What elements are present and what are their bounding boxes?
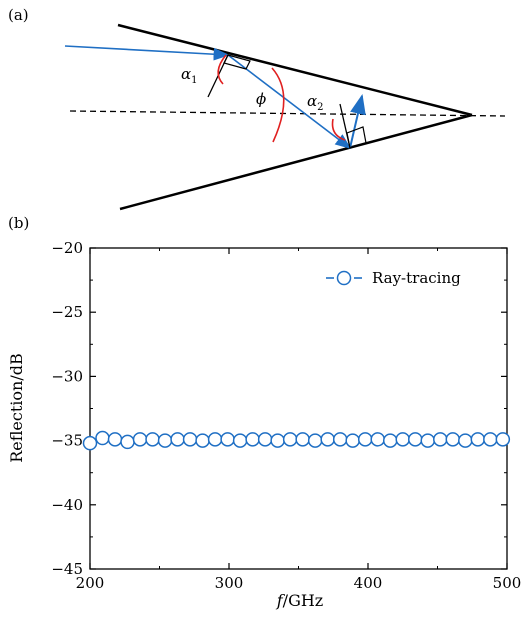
data-point xyxy=(470,432,486,447)
phi-label: ϕ xyxy=(256,90,266,108)
data-point xyxy=(445,432,461,447)
data-point xyxy=(95,430,110,446)
y-axis-label: Reflection/dB xyxy=(7,353,26,463)
data-point xyxy=(483,432,498,447)
alpha2-label: α2 xyxy=(307,92,324,113)
data-point xyxy=(395,432,410,447)
right-angle-marker-1 xyxy=(223,54,251,70)
wedge-diagram: α1 ϕ α2 xyxy=(64,23,506,211)
panel-a-label: (a) xyxy=(8,6,29,24)
exit-ray xyxy=(349,94,366,149)
reflection-chart: 200 300 400 500 −20 −25 −30 −35 −40 −45 Ray-trac… xyxy=(7,239,521,610)
data-point xyxy=(282,432,298,447)
y-tick-label: −40 xyxy=(51,496,83,514)
data-point xyxy=(207,432,223,447)
y-axis-ticks: −20 −25 −30 −35 −40 −45 xyxy=(51,239,507,578)
alpha1-arc xyxy=(217,54,227,85)
data-point xyxy=(332,432,348,447)
data-point xyxy=(458,433,473,448)
data-point xyxy=(433,432,448,447)
wedge-upper-face xyxy=(117,23,473,117)
plot-frame xyxy=(89,247,508,570)
data-point xyxy=(232,433,248,448)
x-axis-label: f/GHz xyxy=(276,591,323,610)
reflected-ray xyxy=(227,54,352,149)
y-tick-label: −45 xyxy=(51,560,83,578)
y-tick-label: −25 xyxy=(51,303,83,321)
right-angle-marker-2 xyxy=(346,126,367,149)
data-point xyxy=(220,432,235,447)
data-point xyxy=(132,432,148,447)
series-ray-tracing xyxy=(82,430,511,451)
legend-label: Ray-tracing xyxy=(372,269,461,287)
phi-arc xyxy=(271,67,285,143)
data-point xyxy=(170,432,185,447)
data-point xyxy=(270,433,285,448)
x-tick-label: 300 xyxy=(215,574,244,592)
data-point xyxy=(257,432,273,447)
data-point xyxy=(320,432,335,447)
panel-b-label: (b) xyxy=(8,214,30,232)
data-point xyxy=(82,435,98,451)
data-point xyxy=(145,432,160,447)
data-point xyxy=(495,432,511,447)
x-tick-label: 500 xyxy=(493,574,522,592)
y-tick-label: −35 xyxy=(51,432,83,450)
data-point xyxy=(357,432,373,447)
data-point xyxy=(382,433,398,448)
data-point xyxy=(245,432,260,447)
data-point xyxy=(295,432,310,447)
wedge-lower-face xyxy=(119,113,473,211)
data-point xyxy=(157,433,173,448)
data-point xyxy=(182,432,198,447)
data-point xyxy=(370,432,385,447)
symmetry-axis xyxy=(69,110,506,117)
alpha2-arc xyxy=(331,118,346,141)
x-tick-label: 400 xyxy=(354,574,383,592)
data-point xyxy=(120,434,135,450)
alpha1-label: α1 xyxy=(181,65,198,86)
legend-marker xyxy=(336,270,352,286)
data-point xyxy=(345,433,360,448)
x-tick-label: 200 xyxy=(76,574,105,592)
legend: Ray-tracing xyxy=(326,269,461,287)
data-point xyxy=(408,432,423,447)
y-tick-label: −30 xyxy=(51,367,83,385)
data-point xyxy=(107,432,123,447)
y-tick-label: −20 xyxy=(51,239,83,257)
x-axis-ticks: 200 300 400 500 xyxy=(76,248,522,592)
incident-ray xyxy=(64,45,230,61)
data-point xyxy=(420,433,436,448)
data-point xyxy=(195,433,210,448)
data-point xyxy=(307,433,323,448)
